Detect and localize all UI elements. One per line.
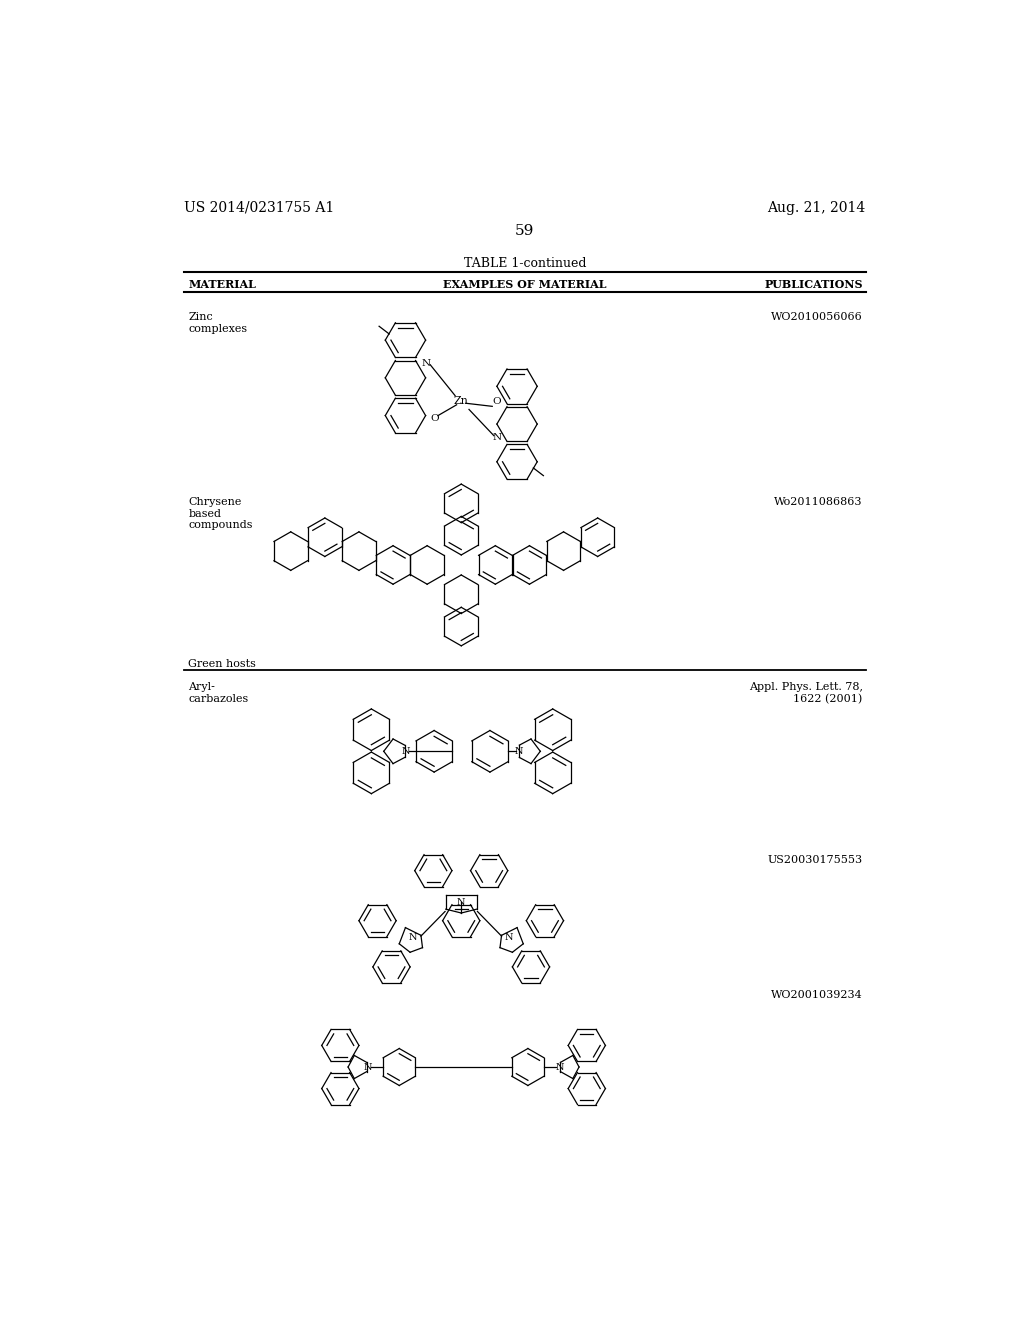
- Text: Wo2011086863: Wo2011086863: [774, 498, 862, 507]
- Text: Zinc
complexes: Zinc complexes: [188, 313, 248, 334]
- Text: N: N: [493, 433, 502, 442]
- Text: N: N: [555, 1063, 564, 1072]
- Text: Zn: Zn: [454, 396, 469, 407]
- Text: PUBLICATIONS: PUBLICATIONS: [764, 279, 862, 289]
- Text: EXAMPLES OF MATERIAL: EXAMPLES OF MATERIAL: [443, 279, 606, 289]
- Text: WO2010056066: WO2010056066: [771, 313, 862, 322]
- Text: US20030175553: US20030175553: [768, 855, 862, 865]
- Text: N: N: [505, 933, 514, 942]
- Text: Appl. Phys. Lett. 78,
1622 (2001): Appl. Phys. Lett. 78, 1622 (2001): [749, 682, 862, 704]
- Text: 59: 59: [515, 224, 535, 238]
- Text: Aryl-
carbazoles: Aryl- carbazoles: [188, 682, 249, 704]
- Text: US 2014/0231755 A1: US 2014/0231755 A1: [183, 201, 334, 215]
- Text: MATERIAL: MATERIAL: [188, 279, 256, 289]
- Text: O: O: [493, 397, 501, 407]
- Text: WO2001039234: WO2001039234: [771, 990, 862, 1001]
- Text: N: N: [401, 747, 410, 756]
- Text: N: N: [364, 1063, 372, 1072]
- Text: N: N: [457, 898, 466, 907]
- Text: TABLE 1-continued: TABLE 1-continued: [464, 257, 586, 271]
- Text: Chrysene
based
compounds: Chrysene based compounds: [188, 498, 253, 531]
- Text: N: N: [514, 747, 523, 756]
- Text: Aug. 21, 2014: Aug. 21, 2014: [768, 201, 866, 215]
- Text: N: N: [409, 933, 418, 942]
- Text: O: O: [430, 414, 439, 424]
- Text: N: N: [421, 359, 430, 368]
- Text: Green hosts: Green hosts: [188, 659, 256, 669]
